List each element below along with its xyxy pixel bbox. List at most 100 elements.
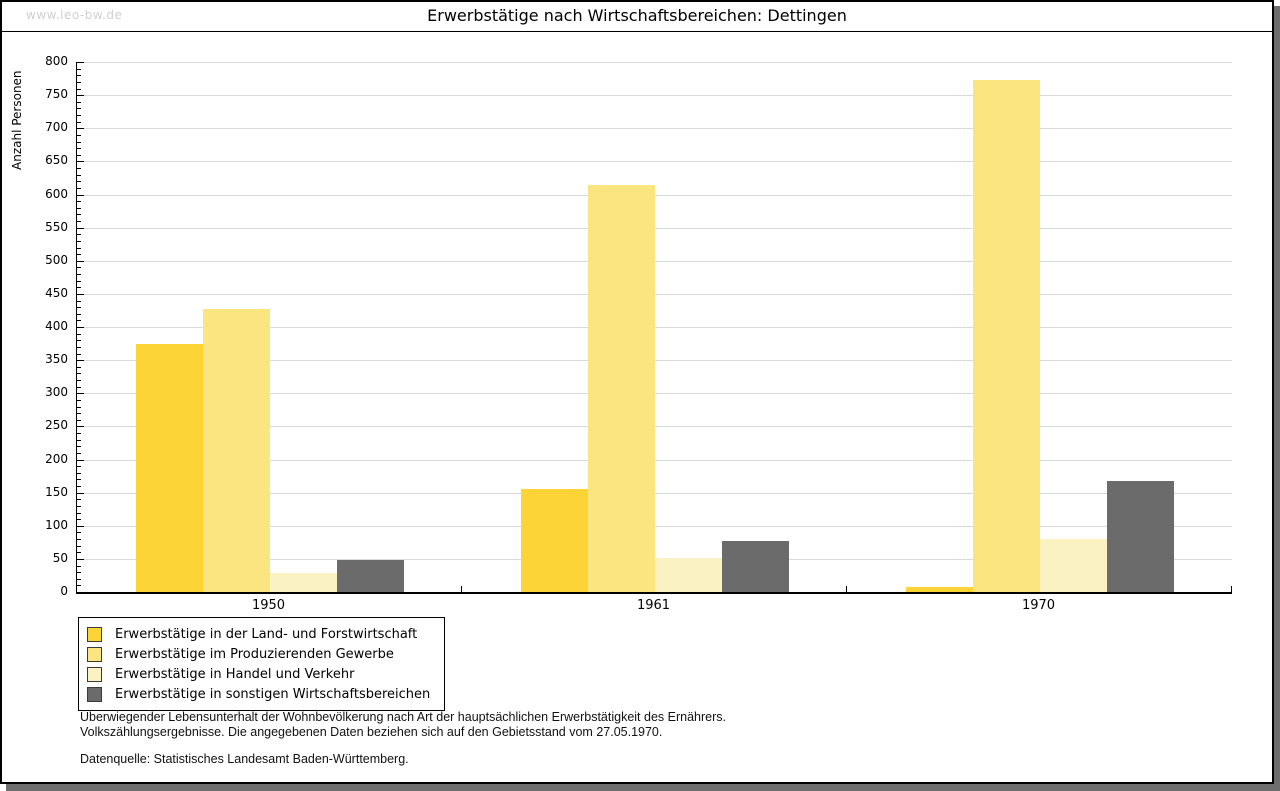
y-major-tick-600 bbox=[77, 194, 84, 196]
y-axis-label-0: 0 bbox=[60, 584, 68, 598]
y-minor-tick-540 bbox=[77, 234, 81, 236]
y-minor-tick-20 bbox=[77, 578, 81, 580]
legend-item-3: Erwerbstätige in Handel und Verkehr bbox=[87, 664, 430, 684]
y-minor-tick-430 bbox=[77, 307, 81, 309]
y-axis-label-550: 550 bbox=[45, 219, 68, 234]
y-minor-tick-210 bbox=[77, 452, 81, 454]
y-axis-label-400: 400 bbox=[45, 319, 68, 333]
x-axis-label-1950: 1950 bbox=[251, 598, 286, 613]
footnote: Überwiegender Lebensunterhalt der Wohnbe… bbox=[80, 710, 726, 767]
y-minor-tick-720 bbox=[77, 115, 81, 116]
gridline-y-750 bbox=[77, 95, 1232, 97]
y-minor-tick-660 bbox=[77, 154, 81, 156]
y-minor-tick-330 bbox=[77, 373, 81, 375]
legend-label-1: Erwerbstätige in der Land- und Forstwirt… bbox=[115, 626, 418, 642]
bar-1970-series-3 bbox=[1039, 539, 1107, 592]
y-minor-tick-620 bbox=[77, 181, 81, 183]
bar-1970-series-4 bbox=[1106, 481, 1174, 592]
y-minor-tick-320 bbox=[77, 380, 81, 381]
y-minor-tick-220 bbox=[77, 446, 81, 448]
y-minor-tick-270 bbox=[77, 413, 81, 415]
y-major-tick-800 bbox=[77, 62, 84, 63]
gridline-y-600 bbox=[77, 194, 1232, 196]
y-minor-tick-770 bbox=[77, 81, 81, 83]
y-axis-label-300: 300 bbox=[45, 385, 68, 400]
y-minor-tick-140 bbox=[77, 499, 81, 501]
footnote-line-1: Überwiegender Lebensunterhalt der Wohnbe… bbox=[80, 710, 726, 724]
bar-1950-series-4 bbox=[336, 560, 404, 592]
x-boundary-tick-2 bbox=[846, 586, 847, 592]
y-minor-tick-390 bbox=[77, 333, 81, 335]
y-axis-label-800: 800 bbox=[45, 54, 68, 68]
gridline-y-650 bbox=[77, 161, 1232, 163]
y-minor-tick-240 bbox=[77, 433, 81, 434]
bar-1950-series-3 bbox=[269, 572, 337, 592]
y-minor-tick-170 bbox=[77, 479, 81, 481]
gridline-y-150 bbox=[77, 492, 1232, 494]
y-axis-label-200: 200 bbox=[45, 451, 68, 466]
y-axis-label-750: 750 bbox=[45, 87, 68, 102]
y-minor-tick-790 bbox=[77, 68, 81, 70]
y-minor-tick-780 bbox=[77, 75, 81, 77]
y-minor-tick-60 bbox=[77, 552, 81, 554]
y-minor-tick-640 bbox=[77, 168, 81, 169]
y-major-tick-550 bbox=[77, 227, 84, 229]
gridline-y-700 bbox=[77, 128, 1232, 130]
y-axis-label-600: 600 bbox=[45, 186, 68, 201]
y-major-tick-750 bbox=[77, 95, 84, 97]
gridline-y-200 bbox=[77, 459, 1232, 461]
bar-1961-series-1 bbox=[520, 489, 588, 592]
x-axis-label-1961: 1961 bbox=[636, 598, 671, 613]
y-minor-tick-410 bbox=[77, 320, 81, 322]
y-minor-tick-360 bbox=[77, 353, 81, 355]
y-minor-tick-70 bbox=[77, 545, 81, 547]
y-minor-tick-610 bbox=[77, 187, 81, 189]
y-major-tick-400 bbox=[77, 327, 84, 328]
y-minor-tick-80 bbox=[77, 539, 81, 540]
bar-1970-series-2 bbox=[972, 79, 1040, 592]
y-minor-tick-310 bbox=[77, 386, 81, 388]
y-minor-tick-470 bbox=[77, 280, 81, 282]
gridline-y-400 bbox=[77, 327, 1232, 328]
y-minor-tick-180 bbox=[77, 472, 81, 474]
y-major-tick-350 bbox=[77, 360, 84, 362]
y-minor-tick-490 bbox=[77, 267, 81, 269]
gridline-y-300 bbox=[77, 393, 1232, 395]
x-axis-label-1970: 1970 bbox=[1021, 598, 1056, 613]
y-axis-label-50: 50 bbox=[52, 550, 68, 565]
chart-header: www.leo-bw.de Erwerbstätige nach Wirtsch… bbox=[2, 2, 1272, 32]
y-major-tick-700 bbox=[77, 128, 84, 130]
y-minor-tick-260 bbox=[77, 419, 81, 421]
gridline-y-550 bbox=[77, 227, 1232, 229]
y-minor-tick-690 bbox=[77, 134, 81, 136]
gridline-y-450 bbox=[77, 293, 1232, 295]
y-major-tick-150 bbox=[77, 492, 84, 494]
y-axis-label-450: 450 bbox=[45, 285, 68, 300]
legend-swatch-2 bbox=[87, 646, 102, 662]
legend-item-2: Erwerbstätige im Produzierenden Gewerbe bbox=[87, 644, 430, 664]
y-minor-tick-740 bbox=[77, 101, 81, 103]
y-minor-tick-630 bbox=[77, 174, 81, 176]
gridline-y-250 bbox=[77, 426, 1232, 428]
y-minor-tick-280 bbox=[77, 406, 81, 408]
y-major-tick-450 bbox=[77, 293, 84, 295]
y-major-tick-300 bbox=[77, 393, 84, 395]
legend-swatch-1 bbox=[87, 626, 102, 642]
y-minor-tick-510 bbox=[77, 254, 81, 256]
y-minor-tick-130 bbox=[77, 505, 81, 507]
y-minor-tick-290 bbox=[77, 399, 81, 401]
data-source: Datenquelle: Statistisches Landesamt Bad… bbox=[80, 752, 409, 766]
y-minor-tick-370 bbox=[77, 346, 81, 348]
y-minor-tick-380 bbox=[77, 340, 81, 342]
gridline-y-350 bbox=[77, 360, 1232, 362]
chart-title: Erwerbstätige nach Wirtschaftsbereichen:… bbox=[427, 6, 847, 25]
y-minor-tick-570 bbox=[77, 214, 81, 216]
gridline-y-800 bbox=[77, 62, 1232, 63]
legend-item-1: Erwerbstätige in der Land- und Forstwirt… bbox=[87, 624, 430, 644]
y-minor-tick-560 bbox=[77, 221, 81, 222]
y-axis-label-700: 700 bbox=[45, 120, 68, 135]
y-minor-tick-340 bbox=[77, 366, 81, 368]
bar-1950-series-2 bbox=[202, 309, 270, 592]
y-minor-tick-590 bbox=[77, 201, 81, 203]
